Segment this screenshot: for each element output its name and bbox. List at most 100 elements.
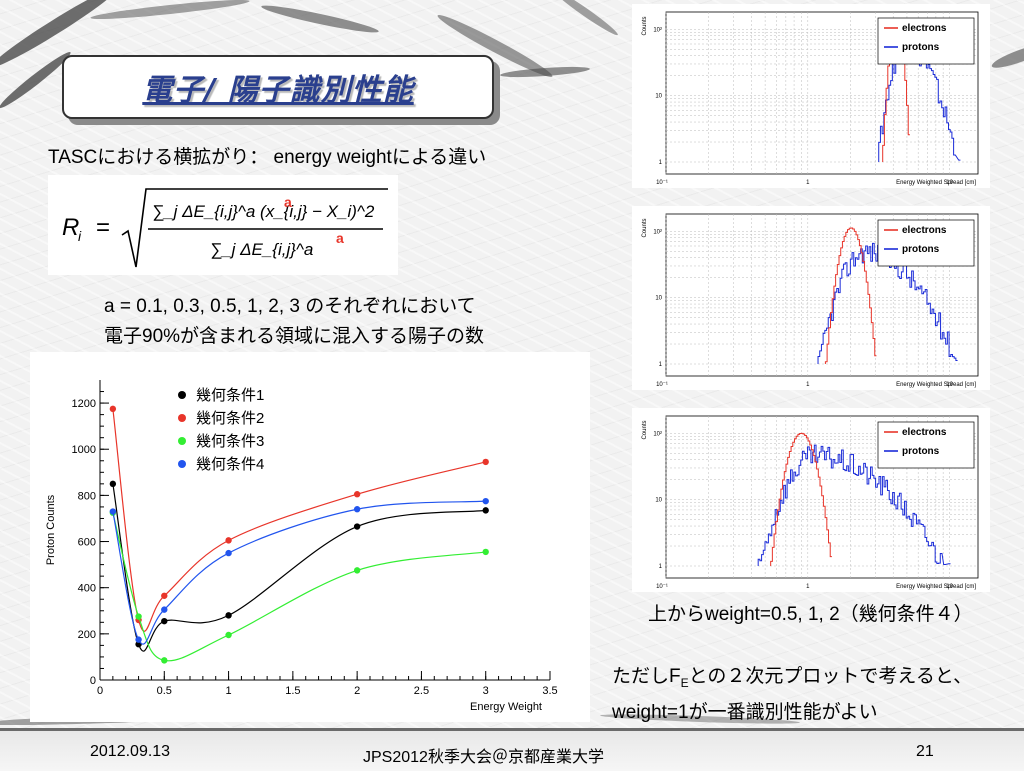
y-tick-label: 10² (653, 27, 662, 33)
decor-stroke (89, 0, 251, 23)
y-tick-label: 800 (78, 490, 96, 502)
x-axis-label: Energy Weighted Spread [cm] (896, 382, 976, 388)
histogram-svg: 10⁻¹ 1 10 1 10 10² Counts Energy Weighted Sprea… (642, 415, 979, 590)
formula-svg: R i = ∑_j ΔE_{i,j}^a (x_{i,j} − X_i)^2 ∑… (62, 188, 388, 268)
x-tick-label: 2 (354, 685, 360, 697)
y-tick-label: 200 (78, 629, 96, 641)
legend-label: protons (902, 42, 940, 53)
histogram-weight-2: 10⁻¹ 1 10 1 10 10² Counts Energy Weighted Sprea… (632, 408, 990, 592)
x-tick-label: 10 (946, 180, 953, 186)
data-point (482, 497, 489, 505)
y-axis-label: Counts (642, 16, 648, 35)
data-point (225, 549, 232, 557)
y-tick-label: 1000 (72, 444, 96, 456)
decor-stroke (549, 0, 621, 39)
x-tick-label: 1 (806, 382, 810, 388)
y-tick-label: 10 (655, 296, 662, 302)
y-tick-label: 10² (653, 431, 662, 437)
formula-numerator: ∑_j ΔE_{i,j}^a (x_{i,j} − X_i)^2 (152, 202, 375, 221)
x-tick-label: 2.5 (414, 685, 429, 697)
data-point (225, 631, 232, 639)
legend-box (877, 421, 975, 469)
histogram-weight-1: 10⁻¹ 1 10 1 10 10² Counts Energy Weighted Sprea… (632, 206, 990, 390)
title-box: 電子/ 陽子識別性能 (62, 55, 494, 119)
y-tick-label: 10² (653, 229, 662, 235)
data-point (109, 508, 117, 515)
note-line-2: weight=1が一番識別性能がよい (612, 701, 878, 723)
exponent-marker-top: a (284, 194, 292, 210)
histogram-svg: 10⁻¹ 1 10 1 10 10² Counts Energy Weighted Sprea… (642, 213, 979, 388)
legend-marker (178, 391, 186, 399)
x-tick-label: 1 (806, 180, 810, 186)
description-line-1: a = 0.1, 0.3, 0.5, 1, 2, 3 のそれぞれにおいて (104, 296, 476, 317)
y-tick-label: 10 (655, 498, 662, 504)
data-point (225, 612, 232, 619)
y-axis-label: Proton Counts (45, 494, 57, 565)
histogram-svg: 10⁻¹ 1 10 1 10 10² Counts Energy Weighted Sprea… (642, 11, 979, 186)
legend-marker (178, 437, 186, 445)
data-point (353, 567, 361, 574)
series-line (112, 500, 486, 645)
note-rest: との２次元プロットで考えると、 (688, 666, 973, 687)
description: a = 0.1, 0.3, 0.5, 1, 2, 3 のそれぞれにおいて 電子9… (104, 292, 484, 352)
description-line-2: 電子90%が含まれる領域に混入する陽子の数 (104, 326, 485, 347)
electrons-histogram (770, 432, 832, 566)
footer-bar: 2012.09.13 JPS2012秋季大会＠京都産業大学 21 (0, 728, 1024, 771)
x-tick-label: 10 (946, 382, 953, 388)
note-line-1: ただしFEとの２次元プロットで考えると、 (612, 662, 972, 698)
sqrt-sign (121, 188, 388, 268)
data-point (225, 537, 232, 544)
data-point (135, 613, 142, 620)
proton-count-chart: 0 0.5 1 1.5 2 2.5 3 3.5 0 200 400 600 800 1000 1200 Ene… (45, 380, 558, 713)
formula-lhs: R (62, 214, 79, 241)
y-axis-label: Counts (642, 218, 648, 237)
subtitle-line: TASCにおける横拡がり： energy weightによる違い (48, 143, 486, 173)
y-tick-label: 1 (659, 564, 663, 570)
decor-stroke (499, 64, 591, 80)
legend-label: protons (902, 446, 940, 457)
legend-box (877, 219, 975, 267)
data-point (161, 617, 168, 625)
note-subscript: E (680, 675, 689, 690)
main-plot: 0 0.5 1 1.5 2 2.5 3 3.5 0 200 400 600 800 1000 1200 Ene… (30, 352, 590, 722)
x-tick-label: 3 (483, 685, 489, 697)
histogram-caption: 上からweight=0.5, 1, 2（幾何条件４） (648, 600, 973, 630)
legend-label: 幾何条件4 (196, 456, 264, 473)
formula-box: R i = ∑_j ΔE_{i,j}^a (x_{i,j} − X_i)^2 ∑… (48, 175, 398, 275)
legend-box (877, 17, 975, 65)
data-point (482, 458, 489, 466)
y-tick-label: 1 (659, 362, 663, 368)
legend-label: electrons (902, 23, 947, 34)
electrons-histogram (824, 227, 877, 364)
y-tick-label: 600 (78, 537, 96, 549)
y-tick-label: 1 (659, 160, 663, 166)
x-tick-label: 1 (806, 584, 810, 590)
y-tick-label: 10 (655, 94, 662, 100)
legend-label: protons (902, 244, 940, 255)
x-tick-label: 1.5 (285, 685, 300, 697)
y-tick-label: 400 (78, 583, 96, 595)
series-line (112, 512, 486, 662)
x-tick-label: 10 (946, 584, 953, 590)
x-axis-label: Energy Weight (470, 701, 542, 713)
data-point (353, 506, 361, 513)
data-point (482, 507, 489, 514)
x-axis-label: Energy Weighted Spread [cm] (896, 584, 976, 590)
footer-date: 2012.09.13 (90, 743, 171, 760)
exponent-marker-bottom: a (336, 230, 344, 246)
x-tick-label: 1 (226, 685, 232, 697)
data-point (353, 523, 361, 530)
data-point (135, 636, 142, 643)
footer-page-number: 21 (916, 743, 934, 760)
series-line (112, 483, 486, 652)
x-tick-label: 10⁻¹ (656, 584, 668, 590)
data-point (353, 491, 361, 498)
legend-label: 幾何条件1 (196, 387, 264, 404)
data-point (109, 405, 117, 413)
x-tick-label: 10⁻¹ (656, 180, 668, 186)
footer-conference: JPS2012秋季大会＠京都産業大学 (363, 749, 604, 766)
y-tick-label: 0 (90, 675, 96, 687)
x-tick-label: 0 (97, 685, 103, 697)
data-point (109, 480, 117, 488)
x-tick-label: 3.5 (542, 685, 557, 697)
